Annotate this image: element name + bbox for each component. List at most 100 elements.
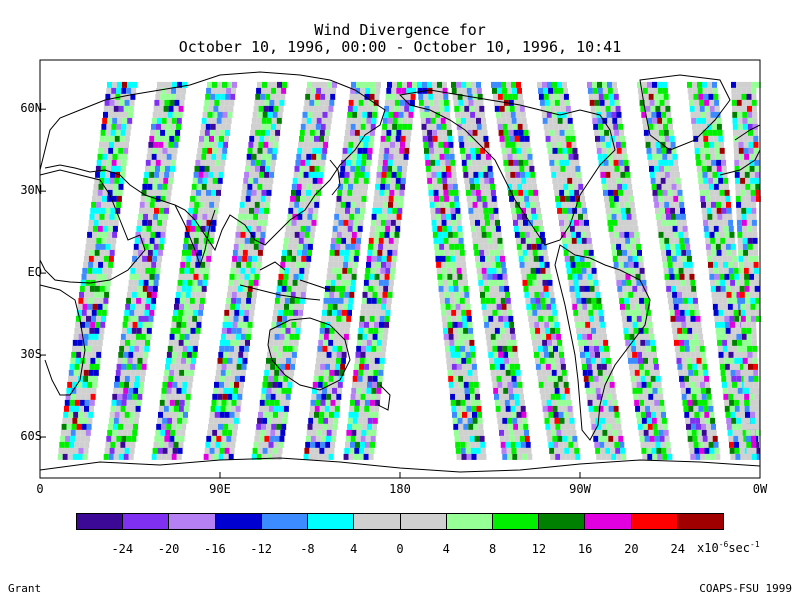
divergence-cell [226, 399, 232, 406]
divergence-cell [616, 423, 622, 430]
divergence-cell [393, 111, 399, 118]
divergence-cell [380, 225, 386, 232]
divergence-cell [564, 219, 569, 226]
divergence-cell [494, 321, 500, 328]
divergence-cell [673, 195, 679, 202]
divergence-cell [237, 249, 243, 256]
divergence-cell [260, 93, 266, 100]
divergence-cell [327, 267, 333, 274]
divergence-cell [595, 447, 601, 454]
divergence-cell [585, 291, 591, 298]
divergence-cell [104, 213, 110, 220]
divergence-cell [621, 147, 627, 154]
divergence-cell [169, 399, 175, 406]
divergence-cell [319, 447, 325, 454]
divergence-cell [307, 243, 313, 250]
divergence-cell [534, 321, 540, 328]
divergence-cell [498, 279, 504, 286]
divergence-cell [248, 141, 254, 148]
divergence-cell [699, 375, 705, 382]
divergence-cell [242, 285, 248, 292]
divergence-cell [315, 195, 321, 202]
divergence-cell [613, 195, 619, 202]
divergence-cell [665, 141, 671, 148]
divergence-cell [566, 201, 572, 208]
divergence-cell [176, 357, 181, 364]
divergence-cell [383, 243, 389, 250]
divergence-cell [129, 99, 135, 106]
divergence-cell [396, 87, 402, 94]
divergence-cell [482, 273, 488, 280]
divergence-cell [334, 327, 340, 334]
divergence-cell [553, 87, 558, 94]
divergence-cell [675, 213, 681, 220]
divergence-cell [164, 207, 169, 214]
divergence-cell [187, 249, 192, 256]
divergence-cell [302, 213, 308, 220]
divergence-cell [354, 213, 360, 220]
divergence-cell [245, 303, 251, 310]
divergence-cell [229, 447, 235, 454]
divergence-cell [285, 363, 291, 370]
divergence-cell [553, 315, 559, 322]
divergence-cell [612, 153, 618, 160]
divergence-cell [147, 219, 153, 226]
divergence-cell [258, 243, 264, 250]
divergence-cell [367, 147, 373, 154]
divergence-cell [461, 81, 466, 88]
divergence-cell [122, 81, 127, 88]
divergence-cell [545, 393, 551, 400]
divergence-cell [287, 249, 292, 256]
divergence-cell [543, 285, 549, 292]
divergence-cell [165, 195, 171, 202]
divergence-cell [370, 309, 376, 316]
divergence-cell [569, 129, 575, 136]
divergence-cell [359, 315, 365, 322]
divergence-cell [586, 393, 592, 400]
divergence-cell [278, 375, 284, 382]
divergence-cell [106, 435, 112, 442]
divergence-cell [670, 213, 676, 220]
divergence-cell [213, 387, 219, 394]
divergence-cell [302, 243, 308, 250]
divergence-cell [266, 453, 272, 460]
divergence-cell [76, 315, 81, 322]
divergence-cell [614, 441, 620, 448]
divergence-cell [148, 177, 154, 184]
divergence-cell [223, 315, 229, 322]
divergence-cell [523, 159, 529, 166]
divergence-cell [600, 135, 605, 142]
divergence-cell [208, 207, 214, 214]
divergence-cell [362, 111, 368, 118]
divergence-cell [517, 93, 523, 100]
divergence-cell [700, 387, 706, 394]
divergence-cell [346, 159, 352, 166]
divergence-cell [569, 219, 574, 226]
divergence-cell [298, 207, 304, 214]
divergence-cell [330, 279, 336, 286]
divergence-cell [478, 99, 484, 106]
divergence-cell [556, 201, 562, 208]
divergence-cell [633, 327, 639, 334]
divergence-cell [404, 147, 410, 154]
divergence-cell [695, 453, 701, 460]
divergence-cell [191, 183, 197, 190]
divergence-cell [370, 351, 376, 358]
divergence-cell [325, 363, 331, 370]
divergence-cell [633, 261, 639, 268]
divergence-cell [667, 453, 673, 460]
divergence-cell [655, 105, 661, 112]
divergence-cell [702, 129, 708, 136]
divergence-cell [386, 171, 392, 178]
divergence-cell [140, 267, 146, 274]
divergence-cell [504, 321, 510, 328]
divergence-cell [346, 429, 352, 436]
divergence-cell [699, 411, 705, 418]
divergence-cell [461, 159, 467, 166]
divergence-cell [400, 141, 405, 148]
divergence-cell [639, 99, 645, 106]
divergence-cell [452, 321, 458, 328]
divergence-cell [591, 111, 597, 118]
divergence-cell [352, 147, 358, 154]
divergence-cell [520, 111, 526, 118]
